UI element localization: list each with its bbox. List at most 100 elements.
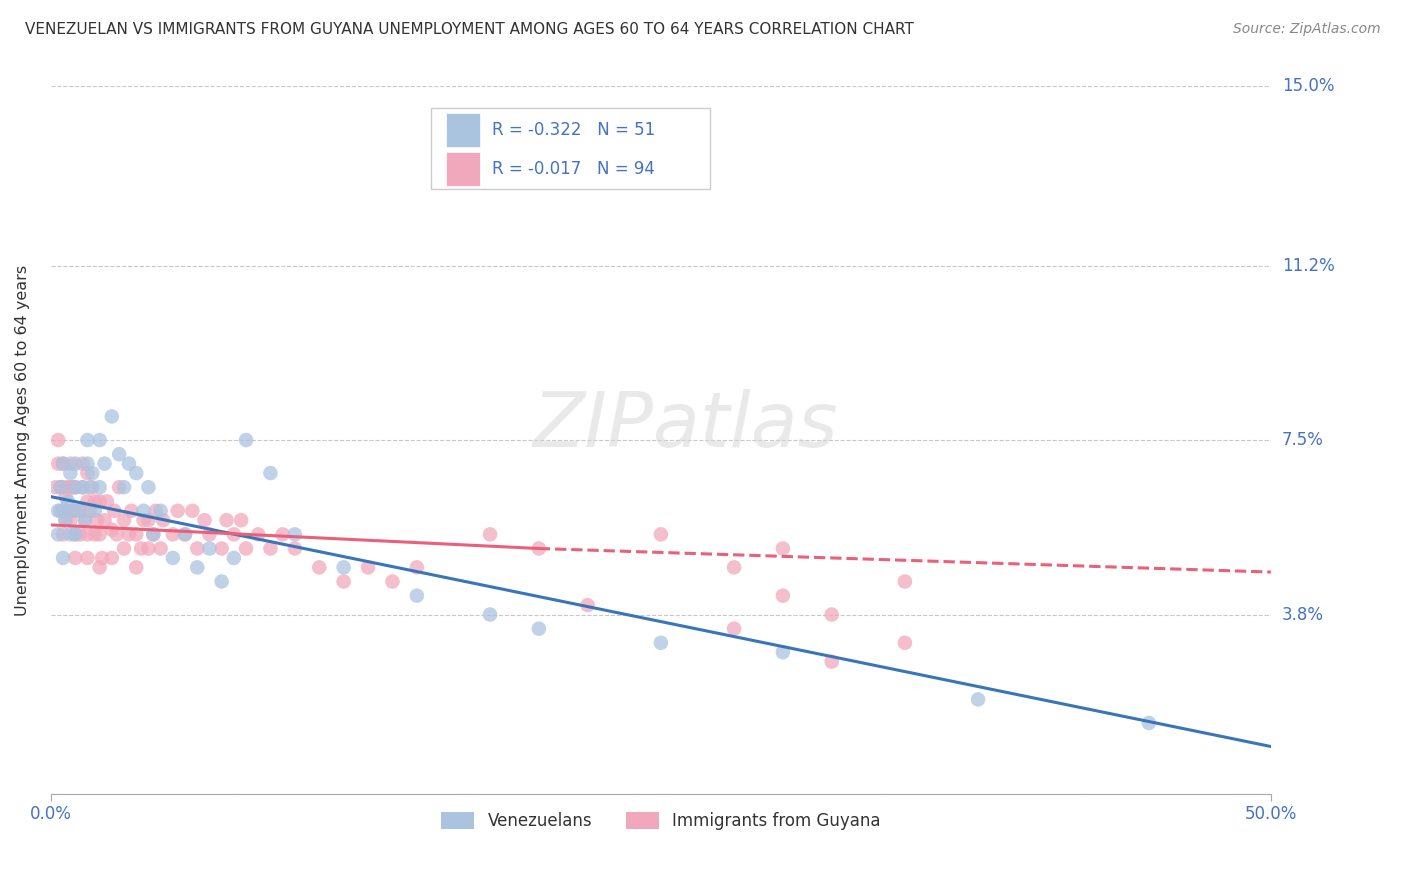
Point [112, 480, 135, 494]
Point [235, 433, 257, 447]
Point [86, 513, 108, 527]
Point [142, 527, 165, 541]
Point [527, 541, 550, 556]
Point [381, 574, 404, 589]
Point [93, 513, 115, 527]
Point [89, 527, 111, 541]
Text: R = -0.322   N = 51: R = -0.322 N = 51 [492, 121, 655, 139]
Point [65, 480, 87, 494]
Point [55, 513, 77, 527]
Point [62, 504, 84, 518]
Point [479, 607, 502, 622]
Point [79, 504, 101, 518]
Text: Source: ZipAtlas.com: Source: ZipAtlas.com [1233, 22, 1381, 37]
Point [527, 622, 550, 636]
Point [479, 527, 502, 541]
Point [193, 513, 215, 527]
Point [231, 513, 253, 527]
Point [967, 692, 990, 706]
Text: ZIPatlas: ZIPatlas [533, 389, 838, 463]
Point [101, 409, 124, 424]
Point [723, 560, 745, 574]
Point [52, 527, 75, 541]
Point [76, 466, 98, 480]
Point [76, 457, 98, 471]
Point [357, 560, 380, 574]
Point [83, 494, 105, 508]
Point [65, 480, 87, 494]
Point [89, 494, 111, 508]
Point [222, 550, 245, 565]
Point [108, 480, 131, 494]
Point [271, 527, 294, 541]
Point [308, 560, 330, 574]
Point [112, 541, 135, 556]
Y-axis label: Unemployment Among Ages 60 to 64 years: Unemployment Among Ages 60 to 64 years [15, 265, 30, 615]
Point [772, 645, 794, 659]
Point [91, 550, 114, 565]
Point [211, 574, 233, 589]
Text: VENEZUELAN VS IMMIGRANTS FROM GUYANA UNEMPLOYMENT AMONG AGES 60 TO 64 YEARS CORR: VENEZUELAN VS IMMIGRANTS FROM GUYANA UNE… [25, 22, 914, 37]
Point [49, 504, 72, 518]
Point [125, 527, 148, 541]
Point [181, 504, 204, 518]
Point [772, 541, 794, 556]
Point [894, 636, 917, 650]
Point [65, 527, 87, 541]
Point [82, 480, 104, 494]
Point [52, 550, 75, 565]
Point [105, 527, 128, 541]
Point [198, 541, 221, 556]
Point [332, 560, 354, 574]
Point [96, 494, 118, 508]
Point [89, 480, 111, 494]
Point [82, 466, 104, 480]
Text: 3.8%: 3.8% [1282, 606, 1324, 624]
Point [132, 513, 155, 527]
Text: 7.5%: 7.5% [1282, 431, 1324, 449]
Point [49, 480, 72, 494]
Point [45, 480, 67, 494]
Point [145, 504, 167, 518]
Point [138, 480, 160, 494]
Point [284, 527, 307, 541]
Point [73, 513, 96, 527]
Point [101, 523, 124, 537]
FancyBboxPatch shape [446, 113, 481, 147]
Point [138, 513, 160, 527]
Point [56, 480, 79, 494]
Point [76, 527, 98, 541]
Point [894, 574, 917, 589]
Point [69, 504, 91, 518]
Point [120, 504, 142, 518]
Point [132, 504, 155, 518]
Point [235, 541, 257, 556]
Point [52, 480, 75, 494]
Point [93, 457, 115, 471]
Point [174, 527, 197, 541]
Text: 11.2%: 11.2% [1282, 257, 1334, 275]
Point [46, 433, 69, 447]
Point [129, 541, 152, 556]
Point [118, 527, 141, 541]
Point [72, 457, 94, 471]
Point [89, 433, 111, 447]
FancyBboxPatch shape [446, 152, 481, 186]
Point [576, 598, 599, 612]
Point [162, 550, 184, 565]
Point [125, 560, 148, 574]
Point [52, 457, 75, 471]
Point [65, 457, 87, 471]
Point [59, 466, 82, 480]
Point [821, 607, 844, 622]
Point [215, 513, 238, 527]
Point [59, 457, 82, 471]
Point [821, 655, 844, 669]
Point [142, 527, 165, 541]
Point [650, 527, 672, 541]
Point [186, 541, 208, 556]
Point [56, 494, 79, 508]
Point [79, 480, 101, 494]
Point [65, 550, 87, 565]
Point [52, 504, 75, 518]
